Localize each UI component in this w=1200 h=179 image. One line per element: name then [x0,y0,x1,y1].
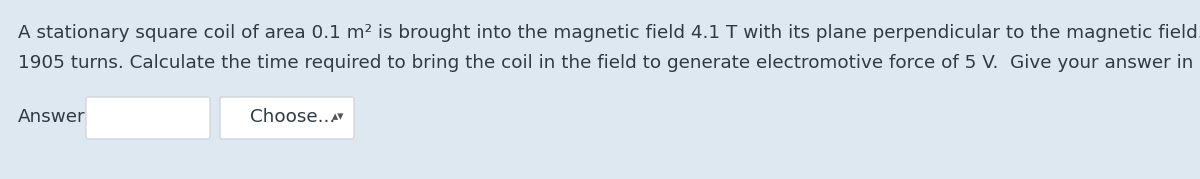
Text: Answer:: Answer: [18,108,91,126]
Text: A stationary square coil of area 0.1 m² is brought into the magnetic field 4.1 T: A stationary square coil of area 0.1 m² … [18,24,1200,42]
Text: ▴▾: ▴▾ [331,110,344,124]
Text: Choose...: Choose... [250,108,341,126]
FancyBboxPatch shape [86,97,210,139]
Text: 1905 turns. Calculate the time required to bring the coil in the field to genera: 1905 turns. Calculate the time required … [18,54,1200,72]
FancyBboxPatch shape [220,97,354,139]
